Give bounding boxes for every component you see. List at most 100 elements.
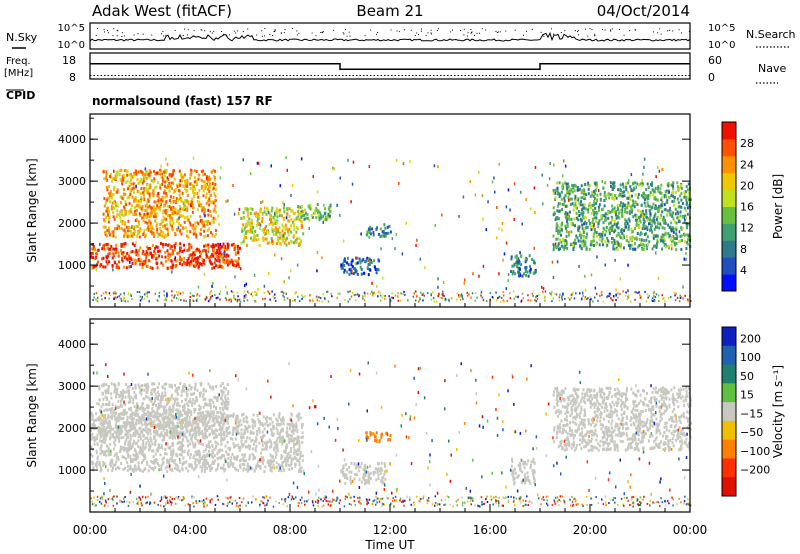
- noise-search-dot: [192, 35, 194, 37]
- noise-search-dot: [280, 32, 282, 34]
- noise-search-dot: [669, 29, 671, 31]
- freq-panel: [89, 52, 691, 80]
- noise-search-dot: [672, 30, 674, 32]
- noise-search-dot: [96, 28, 98, 30]
- noise-search-dot: [652, 31, 654, 33]
- noise-search-dot: [594, 35, 596, 37]
- colorbar-tick-label: −50: [740, 426, 763, 439]
- power-panel: 1000 2000 3000 4000 Slant Range [km] 4 8 12 16 20…: [25, 113, 785, 308]
- noise-search-dot: [121, 35, 123, 37]
- noise-search-dot: [343, 33, 345, 35]
- y-tick-label: 4000: [58, 133, 86, 146]
- noise-search-dot: [186, 34, 188, 36]
- noise-search-dot: [261, 35, 263, 37]
- x-tick-label: 08:00: [273, 523, 308, 537]
- noise-right-label: N.Search: [746, 28, 796, 41]
- noise-search-dot: [349, 35, 351, 37]
- colorbar-swatch: [722, 402, 736, 422]
- noise-search-dot: [261, 30, 263, 32]
- colorbar-swatch: [722, 327, 736, 347]
- colorbar-swatch: [722, 439, 736, 459]
- noise-search-dot: [236, 30, 238, 32]
- colorbar-frame: [721, 326, 737, 497]
- noise-search-dot: [160, 33, 162, 35]
- noise-search-dot: [602, 29, 604, 31]
- colorbar-tick-label: −15: [740, 407, 763, 420]
- freq-tick-high: 18: [62, 54, 76, 67]
- noise-search-dot: [543, 35, 545, 37]
- noise-search-dot: [184, 28, 186, 30]
- noise-search-dot: [221, 30, 223, 32]
- noise-search-dot: [370, 29, 372, 31]
- noise-search-dot: [398, 31, 400, 33]
- noise-search-dot: [187, 29, 189, 31]
- noise-search-dot: [113, 28, 115, 30]
- noise-search-dot: [577, 29, 579, 31]
- noise-search-dot: [425, 34, 427, 36]
- noise-search-dot: [564, 30, 566, 32]
- x-tick-label: 00:00: [73, 523, 108, 537]
- noise-search-dot: [540, 31, 542, 33]
- colorbar-tick-label: 200: [740, 332, 761, 345]
- noise-search-dot: [151, 34, 153, 36]
- noise-search-dot: [410, 29, 412, 31]
- noise-left-tick-high: 10^5: [58, 23, 85, 34]
- noise-search-dot: [377, 31, 379, 33]
- noise-search-dot: [233, 30, 235, 32]
- y-tick-label: 1000: [58, 464, 86, 477]
- noise-search-dot: [256, 34, 258, 36]
- colorbar-tick-label: −100: [740, 445, 770, 458]
- noise-search-dot: [623, 34, 625, 36]
- noise-search-dot: [235, 32, 237, 34]
- noise-search-dot: [320, 32, 322, 34]
- noise-search-dot: [396, 30, 398, 32]
- noise-search-dot: [473, 34, 475, 36]
- noise-search-dot: [321, 31, 323, 33]
- noise-search-dot: [322, 32, 324, 34]
- noise-search-dot: [193, 29, 195, 31]
- noise-search-dot: [117, 30, 119, 32]
- scatter-region: [297, 203, 332, 222]
- station-title: Adak West (fitACF): [92, 2, 232, 20]
- noise-search-dot: [450, 31, 452, 33]
- colorbar-tick-label: 50: [740, 370, 754, 383]
- noise-search-dot: [162, 31, 164, 33]
- noise-search-dot: [421, 28, 423, 30]
- noise-search-dot: [688, 31, 690, 33]
- colorbar-swatch: [722, 240, 736, 258]
- noise-search-dot: [629, 30, 631, 32]
- y-tick-label: 2000: [58, 217, 86, 230]
- noise-search-dot: [587, 35, 589, 37]
- noise-search-dot: [296, 34, 298, 36]
- noise-search-dot: [416, 32, 418, 34]
- noise-search-dot: [479, 32, 481, 34]
- colorbar-swatch: [722, 122, 736, 140]
- noise-search-dot: [463, 28, 465, 30]
- scatter-region: [552, 386, 692, 452]
- noise-left-tick-low: 10^0: [58, 40, 85, 51]
- noise-search-dot: [610, 29, 612, 31]
- colorbar-frame: [721, 121, 737, 292]
- noise-search-dot: [471, 31, 473, 33]
- colorbar-swatch: [722, 223, 736, 241]
- noise-search-dot: [560, 32, 562, 34]
- colorbar-swatch: [722, 477, 736, 497]
- colorbar-tick-label: 12: [740, 222, 754, 235]
- noise-search-dot: [659, 28, 661, 30]
- colorbar-tick-label: −200: [740, 464, 770, 477]
- noise-search-dot: [657, 32, 659, 34]
- noise-search-dot: [247, 28, 249, 30]
- noise-search-dot: [274, 29, 276, 31]
- noise-search-dot: [204, 30, 206, 32]
- scatter-region: [340, 256, 381, 277]
- noise-search-dot: [431, 33, 433, 35]
- noise-panel: [89, 22, 691, 50]
- noise-search-dot: [497, 31, 499, 33]
- y-tick-label: 4000: [58, 338, 86, 351]
- noise-search-dot: [104, 31, 106, 33]
- nave-tick-low: 0: [708, 71, 715, 84]
- noise-trace: [89, 28, 691, 42]
- colorbar-swatch: [722, 172, 736, 191]
